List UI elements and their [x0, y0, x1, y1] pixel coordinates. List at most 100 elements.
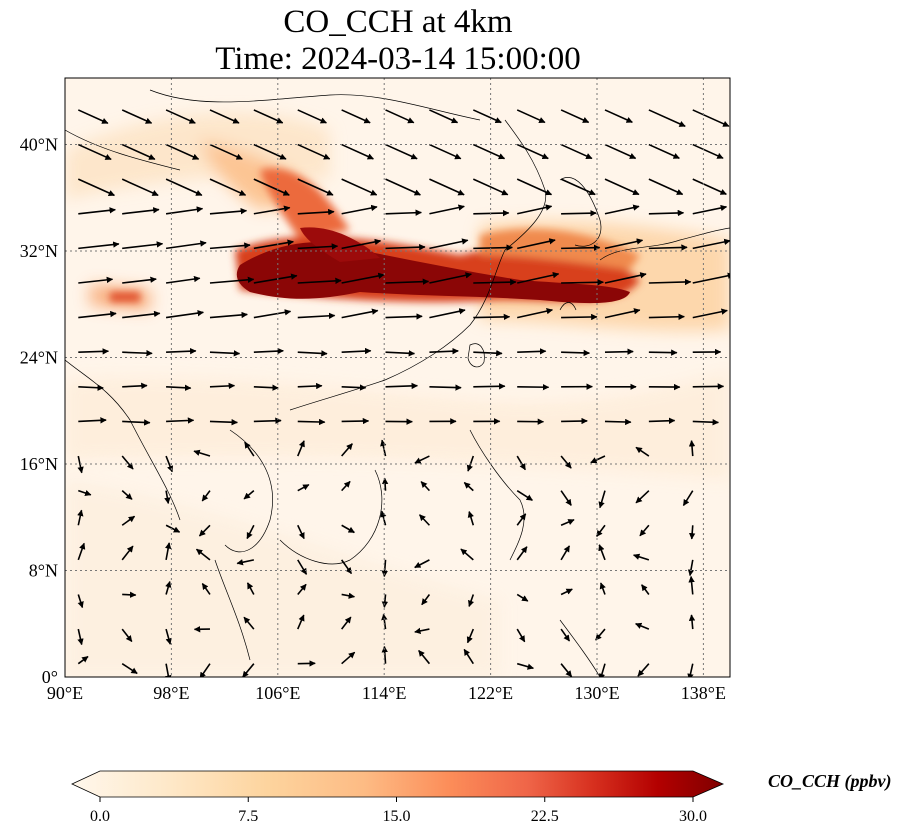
wind-arrow	[648, 143, 680, 159]
wind-arrow	[243, 490, 255, 500]
wind-arrow	[236, 559, 255, 566]
wind-arrow	[253, 205, 291, 215]
wind-arrow	[560, 663, 573, 677]
wind-arrow	[385, 278, 430, 285]
wind-arrow	[561, 244, 601, 251]
axis-ticks: 90°E 98°E 106°E 114°E 122°E 130°E 138°E 0° 8°N 16…	[20, 135, 726, 703]
wind-arrow	[429, 384, 462, 391]
wind-arrow	[473, 313, 511, 321]
lat-tick-label: 24°N	[20, 348, 58, 368]
wind-arrow	[297, 440, 305, 457]
wind-arrow	[682, 490, 694, 507]
wind-arrow	[692, 178, 727, 195]
wind-arrow	[598, 490, 606, 509]
wind-arrow	[165, 580, 172, 595]
wind-arrow	[604, 418, 632, 426]
lon-tick-label: 106°E	[255, 683, 300, 703]
wind-arrow	[635, 622, 650, 630]
colorbar: 0.0 7.5 15.0 22.5 30.0	[71, 770, 725, 825]
wind-arrow	[165, 206, 204, 215]
wind-arrow	[246, 524, 255, 540]
wind-arrow	[648, 417, 676, 424]
wind-arrow	[473, 383, 506, 390]
wind-arrow	[201, 490, 211, 502]
wind-arrow	[560, 143, 593, 160]
wind-arrow	[604, 178, 640, 196]
wind-arrow	[209, 242, 251, 250]
wind-arrow	[297, 312, 336, 320]
wind-arrow	[341, 272, 385, 284]
wind-arrow	[77, 655, 89, 665]
lon-tick-label: 98°E	[153, 683, 189, 703]
lat-tick-label: 40°N	[20, 135, 58, 155]
wind-arrow	[122, 382, 148, 390]
wind-arrow	[78, 384, 104, 391]
wind-arrow	[297, 350, 328, 357]
wind-arrow	[516, 662, 534, 670]
wind-arrow	[414, 455, 430, 464]
wind-arrow	[165, 542, 172, 561]
wind-arrow	[381, 477, 389, 491]
wind-arrow	[209, 382, 236, 390]
wind-arrow	[635, 446, 650, 457]
wind-arrow	[604, 109, 633, 123]
wind-arrow	[604, 348, 634, 355]
wind-arrow	[414, 559, 430, 569]
wind-arrow	[253, 143, 287, 160]
wind-arrow	[560, 588, 573, 596]
wind-arrow	[604, 272, 647, 284]
wind-arrow	[517, 272, 560, 284]
wind-arrow	[429, 109, 459, 124]
wind-arrow	[472, 109, 502, 124]
wind-arrow	[421, 593, 431, 606]
wind-arrow	[418, 514, 431, 526]
wind-arrow	[692, 143, 724, 159]
wind-arrow	[165, 143, 200, 160]
wind-arrow	[692, 419, 719, 426]
wind-arrow	[692, 383, 725, 390]
wind-arrow	[77, 628, 84, 646]
wind-arrow	[209, 109, 240, 124]
wind-arrow	[121, 455, 134, 470]
wind-arrow	[692, 204, 728, 215]
wind-arrow	[516, 455, 526, 471]
wind-arrow	[297, 524, 305, 540]
wind-arrow	[246, 582, 255, 595]
lon-tick-label: 90°E	[47, 683, 83, 703]
wind-arrow	[385, 382, 418, 390]
wind-arrow	[648, 178, 684, 196]
wind-arrow	[122, 591, 137, 598]
wind-arrow	[77, 594, 84, 609]
colorbar-tick-label: 0.0	[90, 808, 110, 825]
wind-arrow	[77, 542, 86, 561]
wind-arrow	[297, 559, 308, 575]
wind-arrow	[78, 207, 116, 215]
lat-tick-label: 32°N	[20, 241, 58, 261]
wind-arrow	[297, 143, 331, 160]
lon-tick-label: 138°E	[681, 683, 726, 703]
wind-arrow	[560, 519, 575, 526]
wind-arrow	[209, 276, 255, 284]
wind-arrow	[692, 308, 728, 319]
wind-arrow	[468, 594, 475, 607]
wind-arrow	[341, 347, 372, 355]
wind-arrow	[560, 455, 572, 469]
lat-tick-label: 8°N	[29, 561, 58, 581]
wind-arrow	[692, 109, 730, 127]
lon-tick-label: 130°E	[574, 683, 619, 703]
wind-arrow	[253, 239, 294, 250]
wind-arrow	[688, 525, 696, 540]
wind-arrow	[517, 307, 553, 319]
colorbar-tick-label: 7.5	[238, 808, 258, 825]
wind-arrow	[122, 207, 160, 215]
wind-arrow	[78, 348, 110, 355]
wind-arrow	[604, 204, 640, 215]
wind-arrow	[472, 178, 509, 196]
wind-arrow	[473, 278, 517, 286]
wind-arrow	[688, 614, 696, 630]
wind-arrow	[297, 208, 335, 216]
wind-arrow	[517, 238, 556, 250]
wind-arrow	[193, 449, 211, 457]
wind-arrow	[297, 483, 310, 492]
